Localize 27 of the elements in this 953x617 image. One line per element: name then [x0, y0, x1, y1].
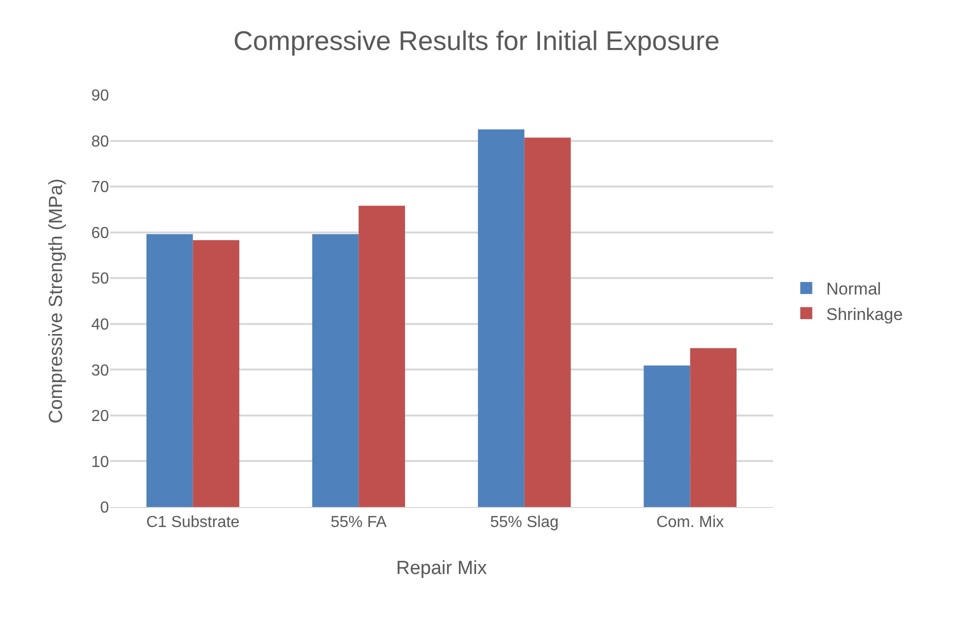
bar [192, 240, 240, 507]
bar [312, 234, 359, 507]
y-tick-label: 20 [91, 408, 110, 426]
x-tick-label: C1 Substrate [146, 514, 240, 532]
legend-label: Shrinkage [826, 304, 903, 324]
y-tick-label: 50 [91, 270, 110, 288]
y-tick-label: 80 [91, 133, 110, 150]
x-tick-label: Com. Mix [656, 514, 724, 532]
bar [690, 348, 737, 507]
y-tick-label: 10 [91, 454, 110, 471]
bar [524, 138, 571, 507]
bar [358, 206, 406, 507]
legend-label: Normal [826, 280, 882, 299]
y-tick-label: 30 [91, 362, 110, 380]
y-tick-label: 70 [91, 179, 110, 196]
chart-title: Compressive Results for Initial Exposure [233, 26, 720, 56]
x-axis-title: Repair Mix [396, 558, 488, 579]
y-tick-label: 0 [100, 500, 110, 517]
x-tick-label: 55% Slag [490, 514, 559, 532]
x-tick-label: 55% FA [330, 514, 387, 532]
y-tick-label: 40 [91, 316, 110, 334]
bar [146, 234, 193, 507]
bar [478, 129, 524, 507]
y-tick-label: 90 [91, 88, 110, 105]
bar [644, 366, 690, 507]
y-axis-title: Compressive Strength (MPa) [46, 178, 67, 424]
y-tick-label: 60 [91, 224, 110, 242]
